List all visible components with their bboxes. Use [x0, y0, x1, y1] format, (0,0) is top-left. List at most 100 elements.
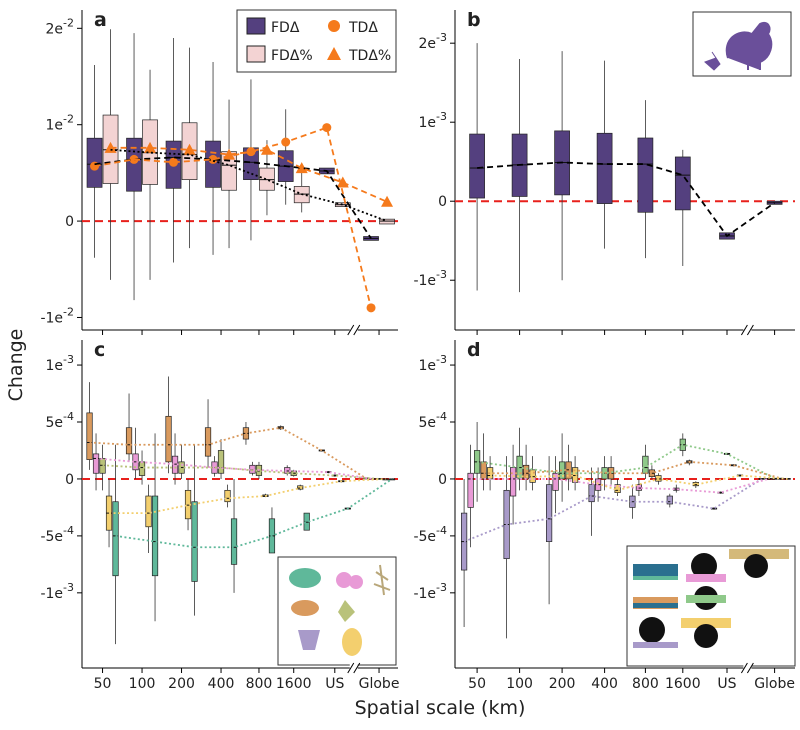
y-tick-label: 1e-2	[46, 113, 75, 134]
y-tick-label: -1e-3	[413, 581, 447, 602]
legend-label: FDΔ%	[271, 48, 313, 64]
box	[666, 495, 673, 505]
y-tick-label: 0	[65, 214, 74, 230]
median-trend	[483, 460, 782, 480]
median-trend	[115, 478, 393, 549]
median-trend	[477, 161, 776, 238]
x-axis-title: Spatial scale (km)	[355, 697, 526, 719]
circle-marker	[208, 154, 218, 164]
x-tick-label: 200	[549, 676, 576, 692]
y-tick-label: 5e-4	[46, 410, 75, 431]
triangle-marker	[144, 141, 157, 153]
legend-label: FDΔ	[271, 20, 300, 36]
panel-label: a	[94, 9, 107, 31]
box	[545, 484, 553, 542]
legend-swatch	[327, 47, 341, 60]
median-trend	[476, 443, 776, 480]
x-tick-label: 400	[208, 676, 235, 692]
y-tick-label: 2e-2	[46, 16, 75, 37]
median-trend	[109, 478, 386, 515]
axis-break-mark	[740, 324, 748, 336]
y-tick-label: 1e-3	[46, 353, 75, 374]
box	[469, 133, 485, 199]
y-tick-label: -5e-4	[40, 524, 74, 545]
box	[138, 461, 146, 476]
x-tick-label: 1600	[665, 676, 701, 692]
panel-label: c	[94, 339, 105, 361]
x-tick-label: 400	[591, 676, 618, 692]
median-trend	[470, 478, 769, 494]
y-tick-label: -1e-3	[413, 268, 447, 289]
triangle-marker	[295, 162, 308, 174]
axis-break-mark	[746, 662, 754, 674]
box	[224, 489, 231, 503]
axis-break-mark	[740, 662, 748, 674]
x-tick-label: 1600	[276, 676, 312, 692]
box	[86, 412, 93, 460]
x-tick-label: US	[717, 676, 736, 692]
box	[126, 137, 142, 192]
x-tick-label: 100	[129, 676, 156, 692]
x-tick-label: 50	[468, 676, 486, 692]
taxa-icons	[277, 556, 397, 666]
circle-marker	[322, 123, 332, 133]
box	[230, 518, 238, 565]
x-tick-label: Globe	[359, 676, 400, 692]
panel-label: d	[467, 339, 481, 361]
y-tick-label: 2e-3	[419, 31, 448, 52]
box-series	[467, 444, 772, 548]
median-trend	[89, 426, 367, 480]
box	[642, 455, 649, 474]
box	[204, 427, 212, 457]
box	[510, 467, 517, 497]
median-trend	[110, 146, 388, 203]
box	[467, 472, 474, 508]
median-trend	[110, 148, 388, 222]
x-tick-label: Globe	[754, 676, 795, 692]
box-series	[105, 478, 389, 553]
box	[165, 415, 172, 463]
box-series	[86, 376, 370, 480]
axis-break-mark	[347, 324, 355, 336]
y-tick-label: 0	[65, 472, 74, 488]
x-tick-label: US	[325, 676, 344, 692]
y-tick-label: 1e-3	[419, 110, 448, 131]
x-tick-label: 50	[94, 676, 112, 692]
legend-swatch	[246, 45, 266, 63]
box	[145, 495, 152, 528]
axis-break	[743, 663, 752, 673]
y-tick-label: 0	[438, 194, 447, 210]
y-tick-label: 1e-3	[419, 353, 448, 374]
axis-break-mark	[353, 662, 361, 674]
triangle-marker	[260, 143, 273, 155]
box	[674, 156, 691, 211]
legend-label: TDΔ%	[348, 48, 391, 64]
axis-break	[743, 325, 752, 335]
x-tick-label: 800	[246, 676, 273, 692]
box	[191, 501, 198, 582]
box	[217, 450, 225, 474]
y-axis-title: Change	[5, 329, 27, 402]
box-series	[469, 43, 783, 293]
y-tick-label: -1e-2	[40, 305, 74, 326]
axis-break-mark	[347, 662, 355, 674]
median-trend	[490, 474, 788, 492]
y-tick-label: 5e-4	[419, 410, 448, 431]
median-trend	[463, 478, 763, 543]
x-tick-label: 200	[168, 676, 195, 692]
x-tick-label: 100	[506, 676, 533, 692]
y-tick-label: -5e-4	[413, 524, 447, 545]
y-tick-label: -1e-3	[40, 581, 74, 602]
box	[92, 453, 100, 474]
median-trend	[94, 126, 372, 309]
panel-label: b	[467, 9, 481, 31]
bird-icon	[692, 11, 792, 77]
habitat-icons	[626, 545, 796, 667]
legend-swatch	[328, 20, 340, 32]
triangle-marker	[183, 143, 196, 155]
axis-break-mark	[746, 324, 754, 336]
box	[112, 501, 119, 577]
box	[552, 472, 559, 491]
median-trend	[95, 457, 373, 480]
